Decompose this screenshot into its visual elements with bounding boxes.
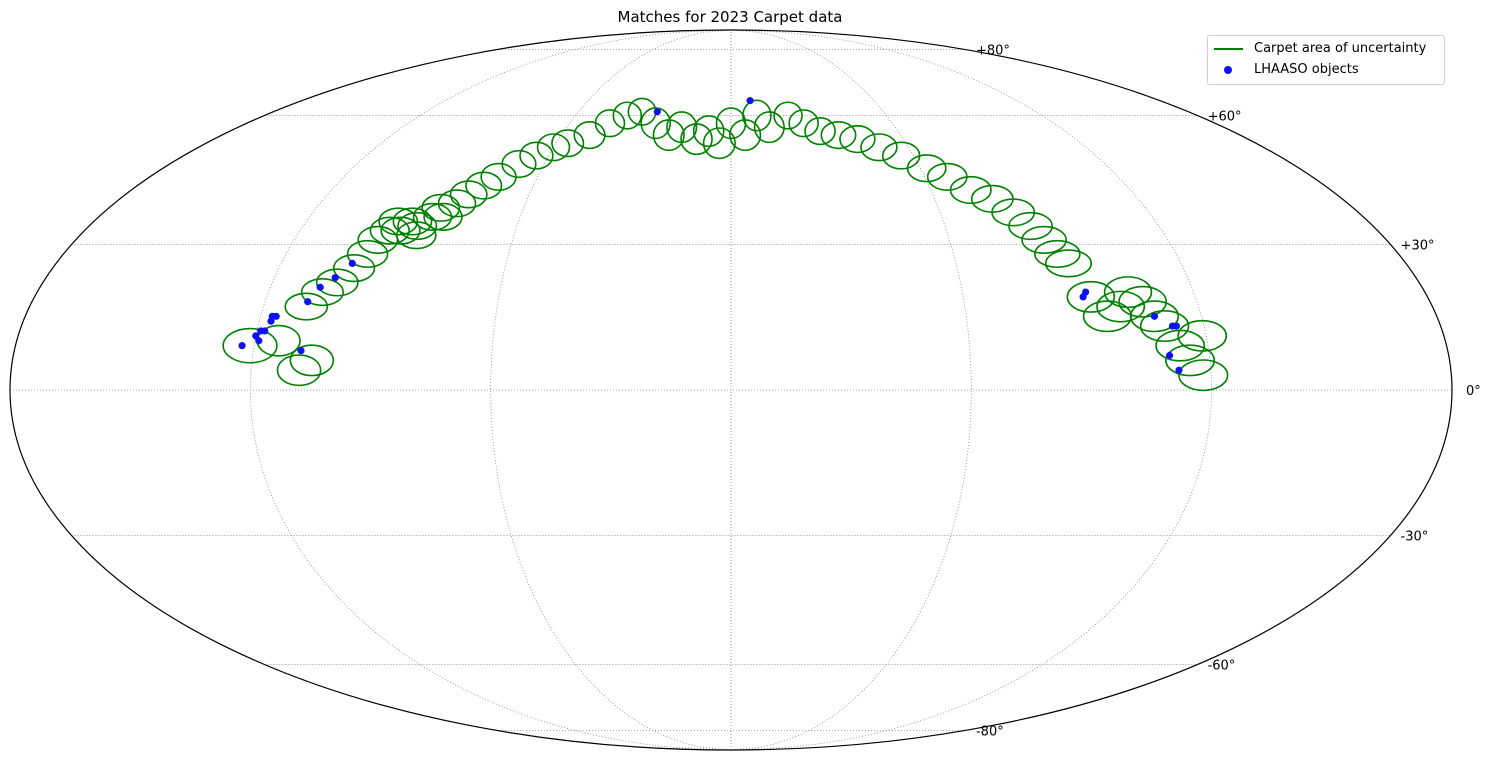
lhaaso-point [297, 346, 305, 355]
uncertainty-ellipse [906, 154, 947, 183]
uncertainty-ellipse [860, 133, 898, 162]
uncertainty-ellipse [222, 327, 278, 364]
uncertainty-ellipse [501, 149, 537, 179]
lat-tick-label: -30° [1401, 529, 1429, 544]
lhaaso-point [1150, 312, 1159, 320]
uncertainty-ellipse [346, 239, 389, 269]
meridian-gridline [730, 29, 972, 751]
uncertainty-ellipse [289, 344, 335, 377]
uncertainty-ellipse [1103, 276, 1153, 309]
legend-item-carpet: Carpet area of uncertainty [1208, 39, 1444, 59]
uncertainty-ellipse [729, 119, 762, 152]
map-outline [9, 29, 1453, 751]
uncertainty-ellipse [1008, 211, 1054, 241]
lat-tick-label: -80° [976, 724, 1004, 739]
lhaaso-point [1172, 322, 1181, 330]
legend-label-lhaaso: LHAASO objects [1254, 62, 1359, 77]
uncertainty-ellipse [437, 189, 477, 218]
lhaaso-point [304, 298, 312, 306]
lhaaso-point [272, 312, 280, 320]
uncertainty-ellipse [519, 141, 554, 170]
uncertainty-ellipse [332, 254, 376, 283]
uncertainty-ellipse [412, 202, 453, 231]
uncertainty-ellipse [300, 277, 345, 307]
lhaaso-points [238, 97, 1183, 374]
uncertainty-ellipse [357, 225, 399, 255]
uncertainty-ellipse [284, 292, 329, 321]
lhaaso-point [316, 283, 324, 291]
uncertainty-ellipse [315, 268, 359, 297]
uncertainty-ellipse [881, 141, 921, 170]
lhaaso-point [1082, 288, 1090, 296]
uncertainty-ellipse [702, 127, 736, 160]
uncertainty-ellipse [773, 101, 803, 130]
uncertainty-ellipse [276, 354, 322, 387]
lhaaso-point [1165, 351, 1174, 360]
uncertainty-ellipse [392, 207, 433, 236]
green-line-icon [1214, 48, 1243, 50]
uncertainty-ellipse [1044, 249, 1093, 278]
lhaaso-point [653, 108, 661, 116]
uncertainty-ellipse [1139, 310, 1190, 343]
lhaaso-point [261, 327, 269, 335]
lat-tick-label: -60° [1208, 658, 1236, 673]
meridian-gridline [249, 29, 732, 751]
uncertainty-ellipse [594, 109, 626, 138]
chart-title: Matches for 2023 Carpet data [618, 8, 843, 26]
lat-tick-label: +60° [1208, 110, 1242, 125]
meridian-gridline [730, 29, 1213, 751]
uncertainty-ellipse [839, 125, 876, 154]
uncertainty-ellipse [1129, 300, 1180, 333]
uncertainty-ellipse [753, 111, 785, 144]
lhaaso-point [331, 274, 339, 282]
lat-tick-label: +30° [1401, 239, 1435, 254]
uncertainty-ellipse [1165, 344, 1216, 377]
meridian-gridline [490, 29, 732, 751]
uncertainty-ellipse [1034, 239, 1081, 269]
lhaaso-point [746, 97, 754, 105]
uncertainty-ellipse [1096, 290, 1146, 323]
legend-item-lhaaso: LHAASO objects [1208, 60, 1444, 80]
uncertainty-ellipse [421, 193, 461, 222]
uncertainty-ellipse [949, 175, 992, 205]
uncertainty-ellipses [222, 97, 1229, 392]
blue-dot-icon [1224, 66, 1232, 74]
uncertainty-ellipse [804, 117, 836, 146]
uncertainty-ellipse [465, 171, 503, 200]
uncertainty-ellipse [1021, 225, 1068, 255]
uncertainty-ellipse [480, 162, 517, 191]
lhaaso-point [238, 342, 246, 350]
uncertainty-ellipse [1082, 300, 1133, 333]
uncertainty-ellipse [788, 109, 819, 138]
uncertainty-ellipse [536, 133, 571, 162]
uncertainty-ellipse [369, 216, 410, 245]
lhaaso-point [255, 337, 263, 345]
lat-tick-label: 0° [1466, 384, 1481, 399]
uncertainty-ellipse [573, 121, 606, 150]
latitude-tick-labels: +80° +60° +30° 0° -30° -60° -80° [976, 44, 1481, 740]
uncertainty-ellipse [612, 101, 643, 130]
uncertainty-ellipse [820, 121, 857, 150]
uncertainty-ellipse [449, 180, 488, 209]
uncertainty-ellipse [1178, 359, 1229, 392]
lat-tick-label: +80° [976, 44, 1010, 59]
uncertainty-ellipse [1066, 280, 1116, 313]
legend-label-carpet: Carpet area of uncertainty [1254, 41, 1427, 56]
uncertainty-ellipse [926, 162, 968, 191]
uncertainty-ellipse [1177, 319, 1228, 352]
uncertainty-ellipse [692, 115, 725, 148]
uncertainty-ellipse [551, 129, 585, 158]
uncertainty-ellipse [397, 211, 438, 241]
uncertainty-ellipse [1118, 285, 1168, 318]
uncertainty-ellipse [742, 99, 772, 132]
uncertainty-ellipse [680, 123, 713, 156]
legend: Carpet area of uncertainty LHAASO object… [1207, 35, 1445, 85]
lhaaso-point [1175, 366, 1183, 374]
uncertainty-ellipse [396, 221, 437, 250]
lhaaso-point [348, 259, 356, 267]
uncertainty-ellipse [640, 107, 672, 140]
